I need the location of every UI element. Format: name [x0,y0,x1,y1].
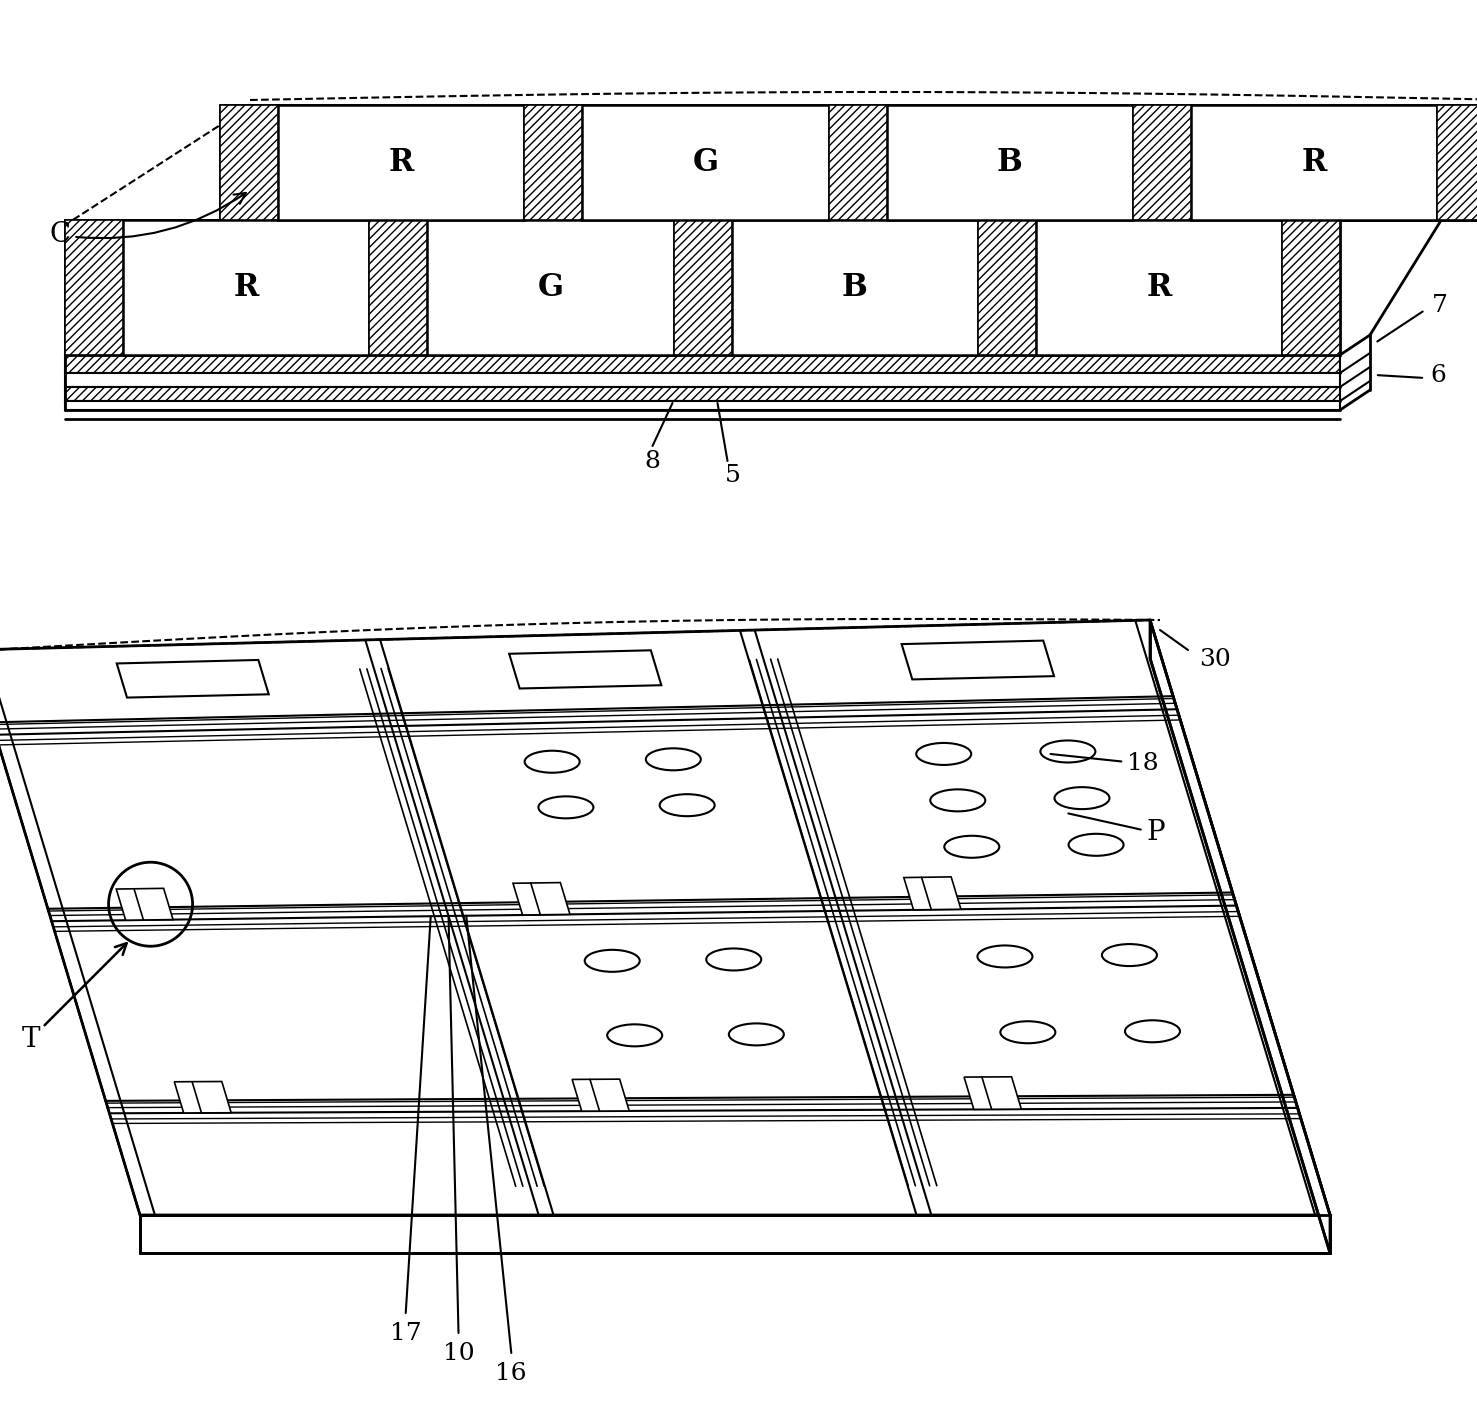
Text: 10: 10 [443,1341,474,1365]
Text: T: T [21,943,127,1052]
Polygon shape [964,1076,1021,1109]
Text: R: R [388,146,414,178]
Text: 30: 30 [1199,648,1230,671]
Polygon shape [1282,220,1340,356]
Polygon shape [904,877,962,910]
Ellipse shape [1125,1020,1180,1042]
Text: G: G [693,146,718,178]
Polygon shape [123,220,369,356]
Text: G: G [538,272,563,303]
Ellipse shape [931,789,985,812]
Polygon shape [1151,620,1329,1253]
Polygon shape [427,220,674,356]
Text: R: R [1301,146,1326,178]
Ellipse shape [916,742,972,765]
Polygon shape [369,220,427,356]
Ellipse shape [607,1024,662,1047]
Text: 17: 17 [390,1321,421,1344]
Ellipse shape [660,795,715,816]
Polygon shape [65,220,123,356]
Ellipse shape [585,950,640,971]
Polygon shape [829,105,886,220]
Polygon shape [886,105,1133,220]
Polygon shape [978,220,1035,356]
Polygon shape [65,356,1340,373]
Text: P: P [1068,813,1165,846]
Text: 7: 7 [1433,293,1447,317]
Polygon shape [674,220,731,356]
Polygon shape [524,105,582,220]
Text: R: R [233,272,258,303]
Text: 5: 5 [725,465,740,488]
Ellipse shape [944,836,1000,857]
Polygon shape [1035,220,1282,356]
Polygon shape [65,373,1340,387]
Ellipse shape [1040,741,1096,762]
Ellipse shape [1000,1021,1056,1044]
Polygon shape [1190,105,1437,220]
Text: B: B [997,146,1022,178]
Text: 18: 18 [1050,752,1158,775]
Polygon shape [510,650,662,688]
Polygon shape [220,105,278,220]
Ellipse shape [706,948,761,970]
Ellipse shape [1102,944,1156,966]
Polygon shape [1437,105,1477,220]
Ellipse shape [645,748,700,771]
Polygon shape [572,1079,629,1111]
Polygon shape [117,660,269,698]
Polygon shape [278,105,524,220]
Ellipse shape [728,1024,784,1045]
Ellipse shape [1068,833,1124,856]
Polygon shape [117,889,173,920]
Text: 8: 8 [644,449,660,472]
Polygon shape [901,641,1055,680]
Polygon shape [174,1082,232,1113]
Polygon shape [513,883,570,914]
Polygon shape [582,105,829,220]
Text: C: C [49,193,245,249]
Polygon shape [65,401,1340,410]
Ellipse shape [1055,788,1109,809]
Ellipse shape [978,946,1032,967]
Text: 6: 6 [1430,364,1446,387]
Ellipse shape [524,751,579,772]
Text: R: R [1146,272,1171,303]
Polygon shape [140,1214,1329,1253]
Ellipse shape [539,796,594,818]
Polygon shape [731,220,978,356]
Polygon shape [0,620,1329,1214]
Text: 16: 16 [495,1361,527,1385]
Text: B: B [842,272,867,303]
Polygon shape [1133,105,1190,220]
Polygon shape [65,387,1340,401]
